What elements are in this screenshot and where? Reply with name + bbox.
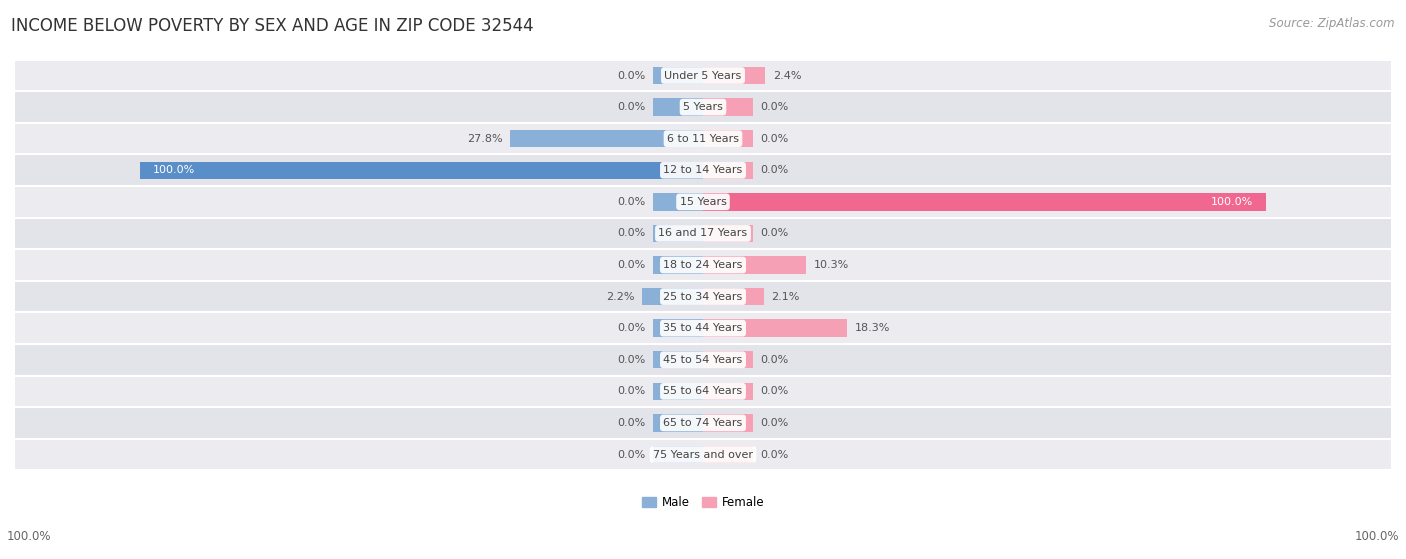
Bar <box>15 123 1391 154</box>
Bar <box>703 67 765 84</box>
Text: 5 Years: 5 Years <box>683 102 723 112</box>
Text: 2.1%: 2.1% <box>772 292 800 302</box>
Text: 16 and 17 Years: 16 and 17 Years <box>658 229 748 239</box>
Text: 0.0%: 0.0% <box>617 386 645 396</box>
Text: 0.0%: 0.0% <box>617 197 645 207</box>
Bar <box>510 130 703 148</box>
Bar <box>703 383 754 400</box>
Text: 0.0%: 0.0% <box>761 386 789 396</box>
Text: 35 to 44 Years: 35 to 44 Years <box>664 323 742 333</box>
Text: 0.0%: 0.0% <box>617 70 645 80</box>
Text: 75 Years and over: 75 Years and over <box>652 449 754 459</box>
Text: Under 5 Years: Under 5 Years <box>665 70 741 80</box>
Text: Source: ZipAtlas.com: Source: ZipAtlas.com <box>1270 17 1395 30</box>
Bar <box>15 439 1391 470</box>
Text: 65 to 74 Years: 65 to 74 Years <box>664 418 742 428</box>
Bar <box>15 344 1391 376</box>
Legend: Male, Female: Male, Female <box>637 491 769 514</box>
Bar <box>652 67 703 84</box>
Bar <box>652 383 703 400</box>
Text: 0.0%: 0.0% <box>617 260 645 270</box>
Text: 0.0%: 0.0% <box>761 102 789 112</box>
Text: 55 to 64 Years: 55 to 64 Years <box>664 386 742 396</box>
Text: 0.0%: 0.0% <box>761 165 789 176</box>
Bar <box>15 376 1391 407</box>
Text: 18 to 24 Years: 18 to 24 Years <box>664 260 742 270</box>
Bar <box>703 98 754 116</box>
Bar <box>15 312 1391 344</box>
Bar <box>703 225 754 242</box>
Text: 0.0%: 0.0% <box>617 229 645 239</box>
Bar <box>15 407 1391 439</box>
Text: 45 to 54 Years: 45 to 54 Years <box>664 355 742 365</box>
Bar <box>703 414 754 432</box>
Text: 0.0%: 0.0% <box>761 418 789 428</box>
Text: INCOME BELOW POVERTY BY SEX AND AGE IN ZIP CODE 32544: INCOME BELOW POVERTY BY SEX AND AGE IN Z… <box>11 17 534 35</box>
Bar <box>652 257 703 274</box>
Bar <box>703 351 754 368</box>
Text: 12 to 14 Years: 12 to 14 Years <box>664 165 742 176</box>
Text: 2.4%: 2.4% <box>773 70 801 80</box>
Text: 0.0%: 0.0% <box>761 449 789 459</box>
Text: 0.0%: 0.0% <box>761 134 789 144</box>
Bar <box>652 225 703 242</box>
Text: 15 Years: 15 Years <box>679 197 727 207</box>
Bar <box>652 320 703 337</box>
Bar <box>141 162 703 179</box>
Bar <box>652 414 703 432</box>
Bar <box>703 162 754 179</box>
Text: 2.2%: 2.2% <box>606 292 634 302</box>
Bar <box>703 446 754 463</box>
Bar <box>15 249 1391 281</box>
Text: 6 to 11 Years: 6 to 11 Years <box>666 134 740 144</box>
Text: 25 to 34 Years: 25 to 34 Years <box>664 292 742 302</box>
Bar <box>652 98 703 116</box>
Bar <box>15 281 1391 312</box>
Text: 27.8%: 27.8% <box>467 134 503 144</box>
Bar <box>15 60 1391 91</box>
Text: 0.0%: 0.0% <box>617 102 645 112</box>
Text: 100.0%: 100.0% <box>1354 530 1399 543</box>
Text: 10.3%: 10.3% <box>813 260 849 270</box>
Text: 100.0%: 100.0% <box>153 165 195 176</box>
Bar <box>703 288 763 305</box>
Bar <box>703 257 806 274</box>
Bar <box>703 130 754 148</box>
Bar <box>652 193 703 211</box>
Bar <box>15 217 1391 249</box>
Bar <box>652 446 703 463</box>
Bar <box>703 193 1265 211</box>
Text: 18.3%: 18.3% <box>855 323 890 333</box>
Bar <box>15 91 1391 123</box>
Text: 0.0%: 0.0% <box>761 355 789 365</box>
Text: 0.0%: 0.0% <box>761 229 789 239</box>
Text: 0.0%: 0.0% <box>617 355 645 365</box>
Text: 0.0%: 0.0% <box>617 449 645 459</box>
Bar <box>15 154 1391 186</box>
Text: 0.0%: 0.0% <box>617 323 645 333</box>
Bar <box>641 288 703 305</box>
Bar <box>703 320 846 337</box>
Text: 0.0%: 0.0% <box>617 418 645 428</box>
Bar <box>15 186 1391 217</box>
Bar <box>652 351 703 368</box>
Text: 100.0%: 100.0% <box>1211 197 1253 207</box>
Text: 100.0%: 100.0% <box>7 530 52 543</box>
